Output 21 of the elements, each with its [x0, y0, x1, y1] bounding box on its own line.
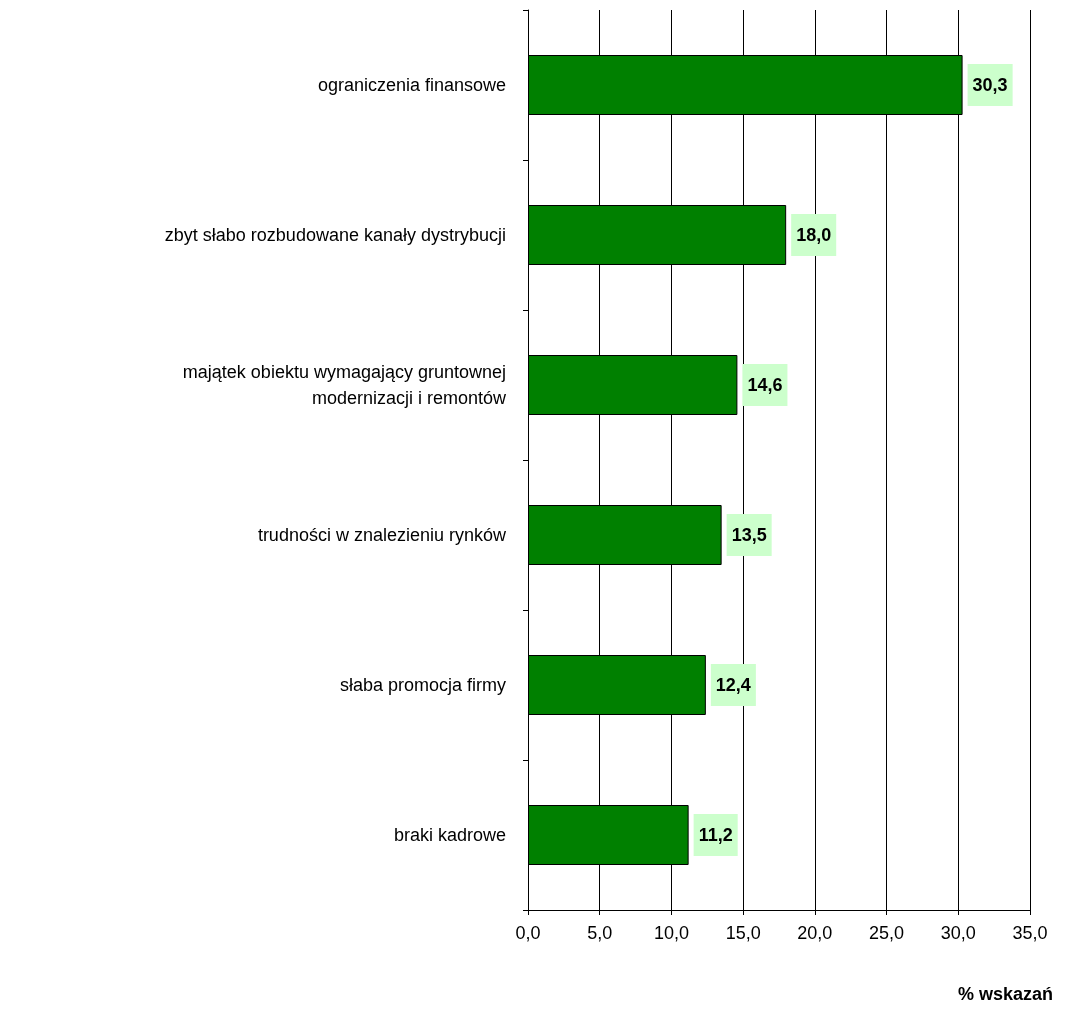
y-tick-label: braki kadrowe — [393, 825, 506, 845]
x-tick-label: 20,0 — [797, 923, 833, 943]
x-tick-label: 0,0 — [515, 923, 541, 943]
y-tick-label: majątek obiektu wymagający gruntownej modernizacji i remontów — [182, 362, 507, 408]
x-tick-label: 25,0 — [869, 923, 905, 943]
x-axis-title: % wskazań — [957, 984, 1053, 1004]
data-label: 14,6 — [747, 375, 783, 395]
x-tick-label: 15,0 — [725, 923, 761, 943]
y-tick-label: słaba promocja firmy — [339, 675, 506, 695]
data-label: 18,0 — [796, 225, 832, 245]
x-tick-label: 10,0 — [653, 923, 689, 943]
data-label: 11,2 — [698, 825, 733, 845]
y-tick-label: trudności w znalezieniu rynków — [257, 525, 507, 545]
y-tick-label: zbyt słabo rozbudowane kanały dystrybucji — [164, 225, 506, 245]
data-label: 30,3 — [972, 75, 1008, 95]
x-tick-label: 30,0 — [940, 923, 976, 943]
data-label: 13,5 — [731, 525, 767, 545]
data-label: 12,4 — [715, 675, 751, 695]
x-tick-label: 35,0 — [1012, 923, 1048, 943]
x-tick-label: 5,0 — [587, 923, 613, 943]
y-tick-label: ograniczenia finansowe — [317, 75, 506, 95]
